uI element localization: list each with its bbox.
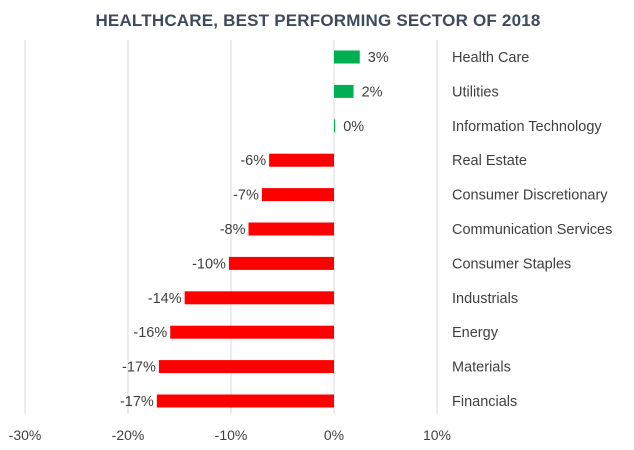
category-label: Materials	[452, 360, 511, 376]
category-label: Energy	[452, 325, 499, 341]
data-label: -8%	[220, 222, 246, 238]
category-labels: Health Care Utilities Information Technolo…	[452, 50, 612, 410]
data-label: -16%	[133, 325, 167, 341]
bar	[334, 50, 360, 64]
data-label: -17%	[120, 394, 154, 410]
category-label: Utilities	[452, 84, 499, 100]
gridlines	[24, 40, 438, 414]
category-label: Health Care	[452, 50, 529, 66]
category-label: Real Estate	[452, 153, 527, 169]
x-tick-label: -30%	[9, 427, 42, 443]
category-label: Consumer Staples	[452, 256, 571, 272]
bar	[261, 188, 334, 202]
category-label: Consumer Discretionary	[452, 188, 608, 204]
category-label: Information Technology	[452, 119, 602, 135]
category-label: Communication Services	[452, 222, 612, 238]
data-label: 0%	[343, 119, 364, 135]
bar	[248, 222, 334, 236]
data-label: -6%	[240, 153, 266, 169]
bar	[334, 84, 354, 98]
chart-title: HEALTHCARE, BEST PERFORMING SECTOR OF 20…	[95, 11, 540, 30]
bars	[156, 50, 360, 408]
bar	[184, 291, 334, 305]
data-labels: 3% 2% 0% -6% -7% -8% -10% -14% -16% -17% -17%	[120, 50, 389, 410]
category-label: Industrials	[452, 291, 518, 307]
x-tick-label: -20%	[112, 427, 145, 443]
bar	[228, 256, 334, 270]
data-label: -10%	[192, 256, 226, 272]
data-label: 3%	[368, 50, 389, 66]
bar	[158, 360, 334, 374]
bar	[334, 119, 336, 133]
data-label: -17%	[122, 360, 156, 376]
category-label: Financials	[452, 394, 517, 410]
data-label: -7%	[233, 188, 259, 204]
bar	[269, 153, 334, 167]
data-label: 2%	[362, 84, 383, 100]
data-label: -14%	[148, 291, 182, 307]
x-tick-label: 0%	[324, 427, 344, 443]
bar	[170, 325, 334, 339]
bar	[156, 394, 334, 408]
x-tick-label: -10%	[215, 427, 248, 443]
x-tick-label: 10%	[423, 427, 451, 443]
x-axis-ticks: -30% -20% -10% 0% 10%	[9, 427, 451, 443]
